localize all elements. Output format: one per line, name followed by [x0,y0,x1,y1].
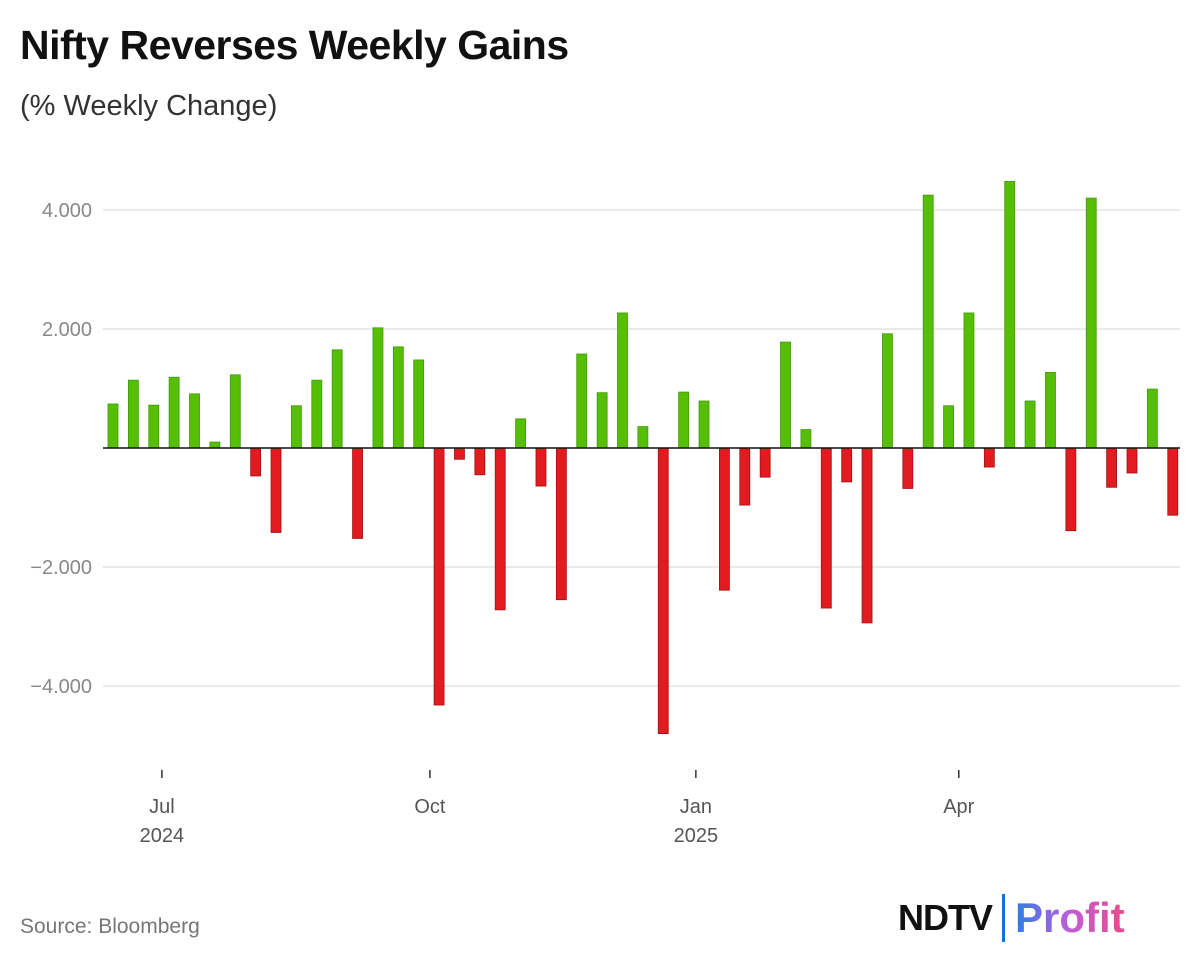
bar [1004,181,1016,449]
bar [535,447,547,487]
ndtv-profit-logo: NDTV Profit [898,893,1125,943]
bar [963,312,975,449]
bar [678,391,690,449]
logo-ndtv: NDTV [898,897,993,938]
x-tick-label: Apr [943,796,974,818]
bar [1065,447,1077,532]
bar [1085,197,1097,449]
bar [657,447,669,735]
bar [331,349,343,449]
bar [698,400,710,449]
bar [841,447,853,483]
x-tick-label: Oct [414,796,446,818]
bar [800,429,812,449]
bar [617,312,628,449]
bar [107,403,119,449]
bar [352,447,363,539]
bar [943,405,954,449]
bar [1126,447,1138,474]
logo-divider [1002,894,1005,942]
x-tick-year-label: 2024 [140,825,185,847]
bar [127,379,139,449]
bar [372,327,384,449]
x-tick-label: Jul [149,796,175,818]
bar [922,194,934,449]
x-tick-year-label: 2025 [674,825,719,847]
bar [291,405,302,449]
bar [780,341,791,449]
bar [596,392,608,449]
source-note: Source: Bloomberg [20,915,200,938]
bar [270,447,282,533]
bar [555,447,567,601]
bar [861,447,873,624]
bar [759,447,771,478]
x-tick-label: Jan [680,796,712,818]
bar [515,418,526,449]
y-tick-label: 4.000 [42,200,92,222]
bar [902,447,914,489]
bar [576,353,588,449]
bar [1146,388,1158,449]
y-tick-label: −4.000 [30,676,92,698]
logo-profit: Profit [1015,894,1125,941]
bar [189,393,200,449]
bar [1106,447,1118,488]
bar [168,376,180,449]
bar [637,426,649,449]
bar [719,447,730,591]
bar [392,346,404,449]
bar [209,441,221,449]
bar-chart: 4.000 2.000 −2.000 −4.000 Jul 2024 Oct Jan 2025 A… [30,181,1180,847]
bar [1167,447,1179,516]
bar [1045,372,1056,449]
bar [433,447,445,706]
bar [1024,400,1036,449]
y-tick-label: 2.000 [42,319,92,341]
bar [739,447,751,506]
bar [882,333,893,449]
y-tick-label: −2.000 [30,557,92,579]
chart-title: Nifty Reverses Weekly Gains [20,22,569,68]
bar [148,404,160,449]
chart-subtitle: (% Weekly Change) [20,90,278,122]
bar [413,359,425,449]
bar [494,447,506,611]
bar [474,447,486,476]
bar [820,447,832,609]
bar [983,447,995,468]
bar [311,379,323,449]
bar [250,447,262,477]
bar [454,447,465,460]
bar [229,374,241,449]
